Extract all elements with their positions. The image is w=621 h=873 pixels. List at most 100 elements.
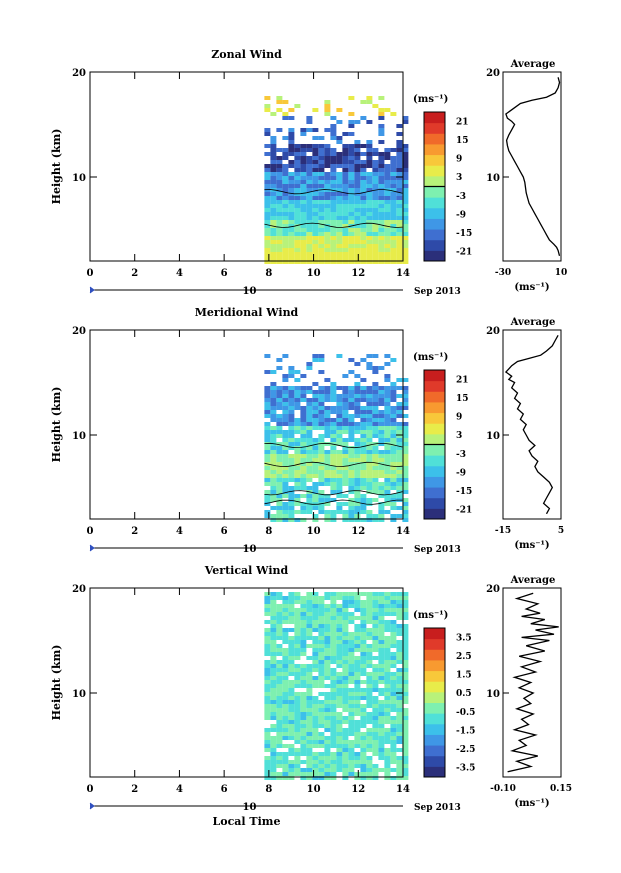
heatmap-cell — [300, 768, 307, 772]
heatmap-cell — [336, 648, 343, 652]
heatmap-cell — [288, 370, 295, 374]
heatmap-cell — [390, 148, 397, 152]
heatmap-cell — [318, 402, 325, 406]
heatmap-cell — [348, 132, 355, 136]
heatmap-cell — [354, 708, 361, 712]
heatmap-cell — [336, 612, 343, 616]
heatmap-cell — [288, 148, 295, 152]
heatmap-cell — [312, 446, 319, 450]
heatmap-cell — [282, 744, 289, 748]
heatmap-cell — [342, 192, 349, 196]
heatmap-cell — [300, 744, 307, 748]
heatmap-cell — [330, 482, 337, 486]
heatmap-cell — [354, 184, 361, 188]
heatmap-cell — [366, 402, 373, 406]
heatmap-cell — [324, 628, 331, 632]
heatmap-cell — [384, 260, 391, 264]
heatmap-cell — [306, 220, 313, 224]
heatmap-cell — [300, 748, 307, 752]
heatmap-cell — [294, 204, 301, 208]
heatmap-cell — [318, 510, 325, 514]
heatmap-cell — [354, 244, 361, 248]
heatmap-cell — [294, 640, 301, 644]
heatmap-cell — [342, 458, 349, 462]
heatmap-cell — [348, 184, 355, 188]
heatmap-cell — [288, 426, 295, 430]
heatmap-cell — [342, 478, 349, 482]
heatmap-cell — [264, 390, 271, 394]
heatmap-cell — [396, 656, 403, 660]
heatmap-cell — [360, 624, 367, 628]
colorbar-swatch — [424, 745, 445, 757]
heatmap-cell — [390, 608, 397, 612]
heatmap-cell — [396, 132, 403, 136]
heatmap-cell — [348, 596, 355, 600]
heatmap-cell — [378, 728, 385, 732]
heatmap-cell — [282, 438, 289, 442]
heatmap-cell — [318, 208, 325, 212]
heatmap-cell — [264, 132, 271, 136]
heatmap-cell — [372, 414, 379, 418]
heatmap-cell — [282, 628, 289, 632]
heatmap-cell — [312, 164, 319, 168]
heatmap-cell — [300, 518, 307, 522]
heatmap-cell — [360, 144, 367, 148]
colorbar-swatch — [424, 702, 445, 714]
heatmap-cell — [318, 220, 325, 224]
colorbar-swatch — [424, 444, 445, 456]
heatmap-cell — [270, 592, 277, 596]
heatmap-cell — [360, 708, 367, 712]
heatmap-cell — [270, 482, 277, 486]
heatmap-cell — [360, 720, 367, 724]
heatmap-cell — [390, 410, 397, 414]
heatmap-cell — [360, 378, 367, 382]
heatmap-cell — [306, 120, 313, 124]
heatmap-cell — [312, 474, 319, 478]
heatmap-cell — [390, 224, 397, 228]
heatmap-cell — [372, 172, 379, 176]
heatmap-cell — [300, 236, 307, 240]
heatmap-cell — [294, 104, 301, 108]
heatmap-cell — [288, 116, 295, 120]
heatmap-cell — [282, 450, 289, 454]
heatmap-cell — [288, 644, 295, 648]
heatmap-cell — [330, 260, 337, 264]
heatmap-cell — [282, 410, 289, 414]
heatmap-cell — [294, 510, 301, 514]
heatmap-cell — [396, 676, 403, 680]
heatmap-cell — [396, 192, 403, 196]
heatmap-cell — [390, 486, 397, 490]
heatmap-cell — [384, 394, 391, 398]
heatmap-cell — [348, 434, 355, 438]
heatmap-cell — [360, 200, 367, 204]
heatmap-cell — [402, 160, 409, 164]
heatmap-cell — [282, 454, 289, 458]
colorbar-swatch — [424, 218, 445, 230]
heatmap-cell — [360, 216, 367, 220]
heatmap-cell — [366, 172, 373, 176]
heatmap-cell — [270, 474, 277, 478]
heatmap-cell — [390, 768, 397, 772]
heatmap-cell — [270, 700, 277, 704]
heatmap-cell — [366, 192, 373, 196]
heatmap-cell — [312, 736, 319, 740]
heatmap-cell — [402, 406, 409, 410]
heatmap-cell — [270, 148, 277, 152]
heatmap-cell — [336, 240, 343, 244]
heatmap-cell — [294, 732, 301, 736]
heatmap-cell — [300, 418, 307, 422]
heatmap-cell — [348, 426, 355, 430]
heatmap-cell — [366, 100, 373, 104]
heatmap-cell — [294, 418, 301, 422]
heatmap-cell — [264, 474, 271, 478]
heatmap-cell — [324, 450, 331, 454]
heatmap-cell — [378, 636, 385, 640]
heatmap-cell — [354, 776, 361, 780]
heatmap-cell — [264, 252, 271, 256]
heatmap-cell — [282, 176, 289, 180]
heatmap-cell — [348, 752, 355, 756]
heatmap-cell — [378, 204, 385, 208]
heatmap-cell — [306, 362, 313, 366]
heatmap-cell — [396, 426, 403, 430]
heatmap-cell — [390, 688, 397, 692]
